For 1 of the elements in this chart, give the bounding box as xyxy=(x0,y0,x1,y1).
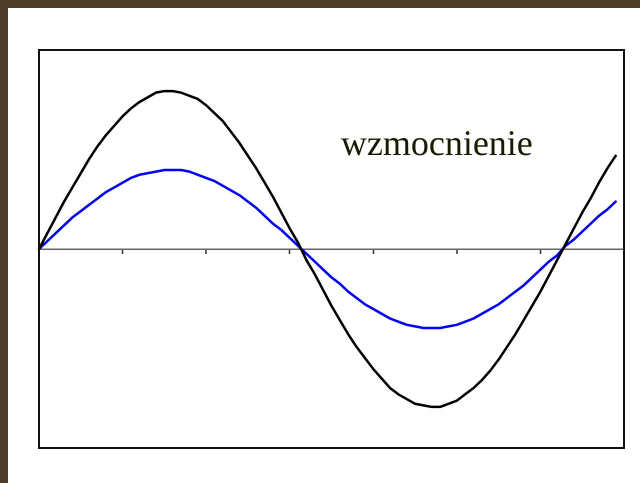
annotation: wzmocnienie xyxy=(340,123,533,164)
